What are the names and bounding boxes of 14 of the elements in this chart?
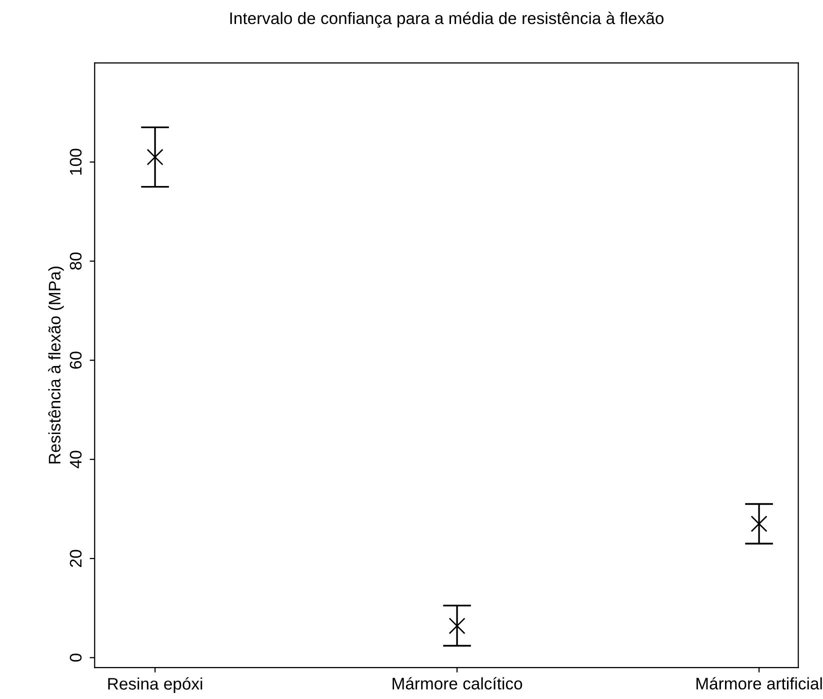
y-tick-label: 100 bbox=[70, 148, 82, 175]
y-axis-title: Resistência à flexão (MPa) bbox=[48, 266, 64, 464]
x-tick-label: Mármore calcítico bbox=[392, 677, 522, 690]
point bbox=[448, 618, 466, 634]
y-tick-label: 80 bbox=[70, 252, 82, 270]
y-tick-label: 0 bbox=[70, 654, 82, 662]
x-tick-label: Mármore artificial bbox=[696, 677, 822, 690]
y-tick-label: 20 bbox=[70, 550, 82, 567]
point bbox=[750, 516, 768, 532]
chart-title: Intervalo de confiança para a média de resistência à flexão bbox=[230, 12, 664, 28]
point bbox=[146, 148, 164, 166]
y-tick-label: 60 bbox=[70, 352, 82, 369]
y-tick-label: 40 bbox=[70, 450, 82, 468]
x-tick-label: Resina epóxi bbox=[108, 677, 202, 693]
